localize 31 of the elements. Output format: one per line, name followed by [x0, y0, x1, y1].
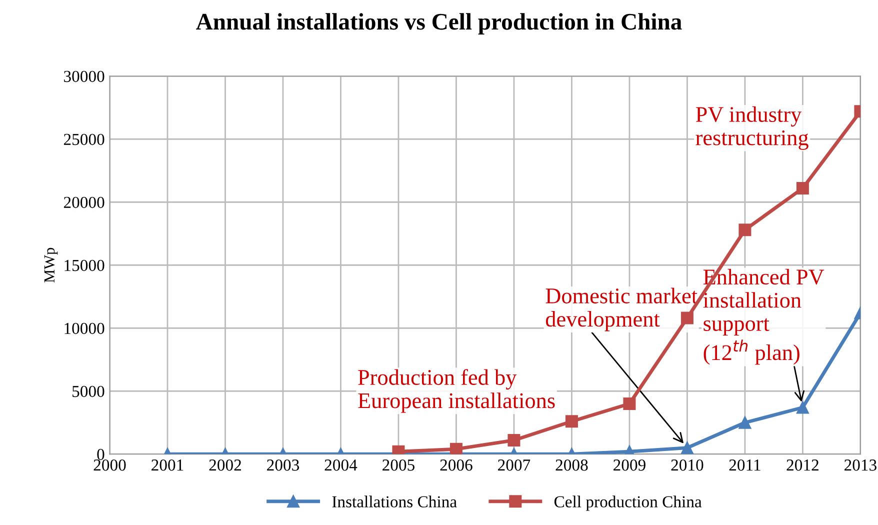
x-tick-label: 2004 — [324, 459, 358, 471]
point — [680, 312, 694, 324]
x-tick-label: 2009 — [614, 459, 646, 471]
x-tick-label: 2008 — [556, 459, 588, 471]
x-tick-label: 2012 — [786, 459, 818, 471]
x-tick-label: 2013 — [844, 459, 876, 471]
x-tick-label: 2011 — [729, 459, 760, 471]
y-tick-label: 20000 — [64, 196, 104, 208]
legend-label: Installations China — [332, 496, 457, 508]
y-tick-label: 30000 — [64, 70, 104, 82]
annotation: Domestic market development — [546, 288, 698, 332]
y-axis-title: MWp — [44, 248, 58, 283]
x-tick-label: 2000 — [94, 459, 126, 471]
x-tick-label: 2006 — [440, 459, 472, 471]
y-tick-label: 10000 — [64, 322, 104, 334]
y-tick-label: 5000 — [72, 386, 104, 398]
y-tick-label: 25000 — [64, 134, 104, 146]
x-tick-label: 2010 — [671, 459, 704, 471]
x-tick-label: 2001 — [152, 459, 184, 471]
annotation: PV industry restructuring — [696, 106, 808, 150]
annotation: Production fed by European installations — [358, 369, 555, 413]
point — [796, 182, 809, 195]
x-tick-label: 2007 — [498, 459, 530, 471]
legend-label: Cell production China — [554, 496, 702, 511]
x-tick-label: 2002 — [209, 459, 241, 471]
y-tick-label: 0 — [97, 448, 104, 460]
point — [738, 224, 752, 236]
x-tick-label: 2005 — [382, 459, 414, 471]
chart-title: Annual installations vs Cell production in China — [196, 13, 682, 35]
y-tick-label: 15000 — [64, 260, 104, 272]
x-tick-label: 2003 — [267, 459, 299, 471]
